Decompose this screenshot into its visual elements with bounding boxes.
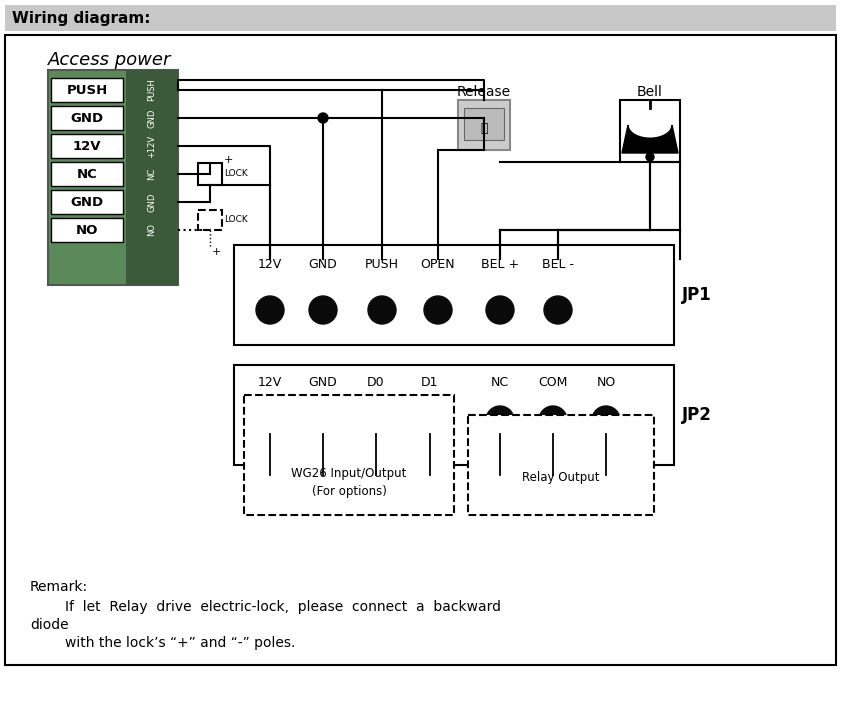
Text: GND: GND xyxy=(147,192,156,212)
Bar xyxy=(234,365,674,465)
Bar xyxy=(51,134,123,158)
Circle shape xyxy=(309,296,337,324)
Bar xyxy=(51,190,123,214)
Text: If  let  Relay  drive  electric-lock,  please  connect  a  backward: If let Relay drive electric-lock, please… xyxy=(30,600,501,614)
Text: 12V: 12V xyxy=(258,376,282,389)
Text: Relay Output: Relay Output xyxy=(522,470,600,483)
Text: 12V: 12V xyxy=(73,139,101,152)
Bar xyxy=(48,70,178,285)
Bar xyxy=(458,100,510,150)
Text: D1: D1 xyxy=(421,376,439,389)
Circle shape xyxy=(256,406,284,434)
Bar xyxy=(468,415,654,515)
Text: 🔑: 🔑 xyxy=(480,121,488,134)
Text: Access power: Access power xyxy=(48,51,172,69)
Bar xyxy=(244,395,454,515)
Text: Remark:: Remark: xyxy=(30,580,88,594)
Text: NO: NO xyxy=(596,376,616,389)
Text: NC: NC xyxy=(491,376,509,389)
Text: -: - xyxy=(224,180,229,192)
Bar xyxy=(234,245,674,345)
Bar xyxy=(51,106,123,130)
Bar xyxy=(198,163,222,185)
Text: PUSH: PUSH xyxy=(147,78,156,101)
Text: diode: diode xyxy=(30,618,69,632)
Circle shape xyxy=(592,406,620,434)
Text: with the lock’s “+” and “-” poles.: with the lock’s “+” and “-” poles. xyxy=(30,636,295,650)
Bar xyxy=(5,35,836,665)
Circle shape xyxy=(424,296,452,324)
Text: GND: GND xyxy=(309,376,337,389)
Circle shape xyxy=(539,406,567,434)
Text: +12V: +12V xyxy=(147,134,156,157)
Text: GND: GND xyxy=(71,195,103,208)
Circle shape xyxy=(416,406,444,434)
Text: PUSH: PUSH xyxy=(66,83,108,96)
Text: BEL -: BEL - xyxy=(542,258,574,271)
Bar xyxy=(126,70,178,285)
Text: NC: NC xyxy=(77,167,98,180)
Text: NO: NO xyxy=(76,223,98,236)
Circle shape xyxy=(646,153,654,161)
Text: WG26 Input/Output: WG26 Input/Output xyxy=(291,467,407,480)
Text: GND: GND xyxy=(309,258,337,271)
Text: JP2: JP2 xyxy=(682,406,711,424)
Bar xyxy=(5,5,836,31)
Text: BEL +: BEL + xyxy=(481,258,519,271)
Circle shape xyxy=(486,296,514,324)
Circle shape xyxy=(318,113,328,123)
Circle shape xyxy=(544,296,572,324)
Text: Wiring diagram:: Wiring diagram: xyxy=(12,11,151,26)
Bar xyxy=(51,78,123,102)
Bar xyxy=(620,100,680,162)
Bar xyxy=(198,210,222,230)
Text: Bell: Bell xyxy=(637,85,663,99)
Circle shape xyxy=(362,406,390,434)
Text: Release: Release xyxy=(457,85,511,99)
Text: NO: NO xyxy=(147,223,156,236)
Text: COM: COM xyxy=(538,376,568,389)
Text: D0: D0 xyxy=(368,376,385,389)
Circle shape xyxy=(256,296,284,324)
Text: GND: GND xyxy=(71,111,103,124)
Circle shape xyxy=(309,406,337,434)
Text: LOCK: LOCK xyxy=(224,215,248,225)
Text: JP1: JP1 xyxy=(682,286,711,304)
Circle shape xyxy=(486,406,514,434)
Text: NC: NC xyxy=(147,168,156,180)
Bar xyxy=(51,162,123,186)
Text: GND: GND xyxy=(147,108,156,128)
Text: LOCK: LOCK xyxy=(224,169,248,179)
Text: PUSH: PUSH xyxy=(365,258,399,271)
Text: (For options): (For options) xyxy=(311,485,386,498)
Text: +: + xyxy=(224,155,233,165)
Text: 12V: 12V xyxy=(258,258,282,271)
Text: OPEN: OPEN xyxy=(420,258,455,271)
Bar xyxy=(464,108,504,140)
Polygon shape xyxy=(622,125,678,153)
Text: +: + xyxy=(212,247,221,257)
Circle shape xyxy=(368,296,396,324)
Bar xyxy=(51,218,123,242)
